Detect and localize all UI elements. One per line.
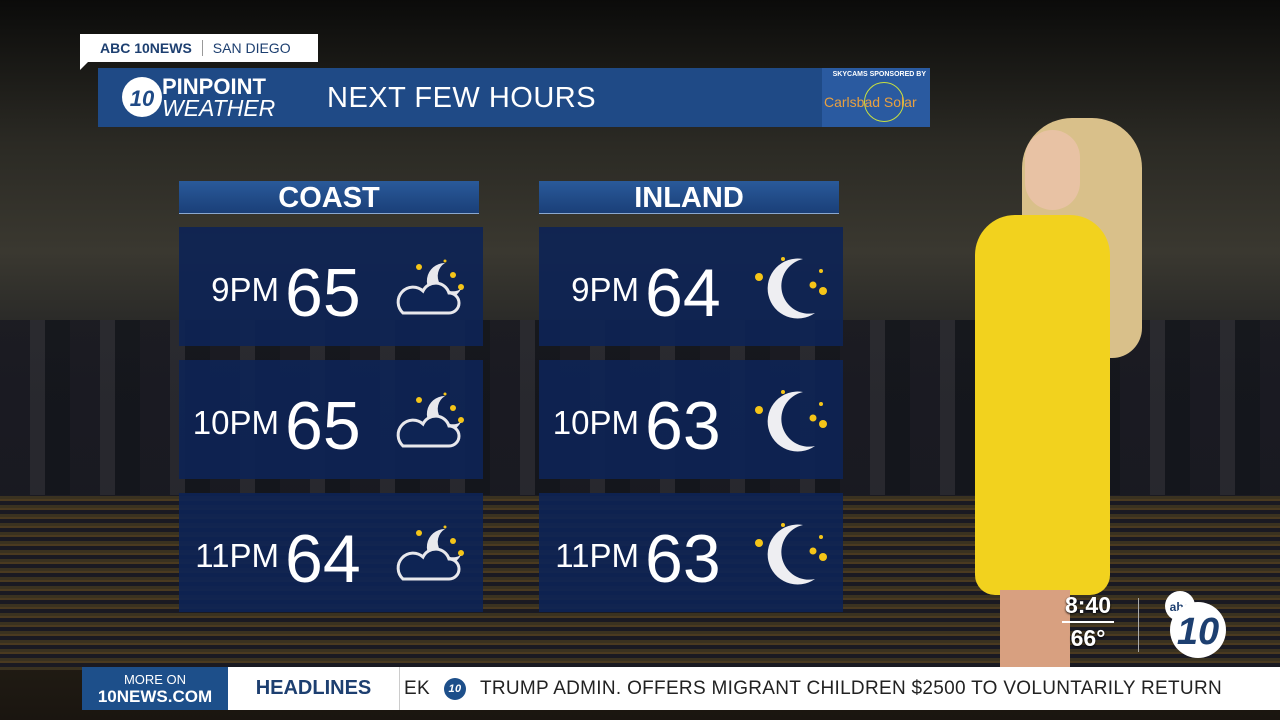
inland-header: INLAND xyxy=(539,181,839,214)
current-temp: 66° xyxy=(1070,625,1106,651)
partly-cloudy-night-icon xyxy=(393,521,473,591)
logo-badge: 10 xyxy=(122,77,162,117)
forecast-temp: 63 xyxy=(645,388,721,464)
inland-forecast-row: 9PM 64 xyxy=(539,227,843,346)
clear-night-moon-icon xyxy=(753,255,833,325)
more-on-label: MORE ON xyxy=(123,672,187,687)
presenter-legs xyxy=(1000,590,1070,670)
coast-forecast-row: 9PM 65 xyxy=(179,227,483,346)
ticker-text: EK 10 TRUMP ADMIN. OFFERS MIGRANT CHILDR… xyxy=(400,677,1222,700)
divider xyxy=(1062,621,1114,623)
previous-headline-tail: EK xyxy=(404,677,430,699)
current-time: 8:40 xyxy=(1064,592,1112,618)
abc10-logo: abc 10 xyxy=(1165,591,1226,658)
partly-cloudy-night-icon xyxy=(393,255,473,325)
forecast-temp: 63 xyxy=(645,521,721,597)
abc10-logo-icon: 10 xyxy=(443,677,466,700)
forecast-temp: 65 xyxy=(285,388,361,464)
headline: TRUMP ADMIN. OFFERS MIGRANT CHILDREN $25… xyxy=(479,677,1222,699)
inland-forecast-row: 11PM 63 xyxy=(539,493,843,612)
clear-night-moon-icon xyxy=(753,388,833,458)
time-temp-bug: 8:40 66° xyxy=(1058,592,1118,652)
forecast-temp: 65 xyxy=(285,255,361,331)
headlines-label: HEADLINES xyxy=(228,667,400,710)
clear-night-moon-icon xyxy=(753,521,833,591)
pinpoint-weather-logo: 10 PINPOINT WEATHER xyxy=(122,75,292,121)
forecast-time: 9PM xyxy=(211,271,279,308)
news-ticker: MORE ON 10NEWS.COM HEADLINES EK 10 TRUMP… xyxy=(82,667,1280,710)
site-label: 10NEWS.COM xyxy=(97,687,213,706)
header-bar: 10 PINPOINT WEATHER NEXT FEW HOURS SKYCA… xyxy=(98,68,930,127)
forecast-time: 10PM xyxy=(552,404,639,441)
presenter-face xyxy=(1025,130,1080,210)
divider xyxy=(201,40,203,56)
inland-forecast-row: 10PM 63 xyxy=(539,360,843,479)
forecast-time: 11PM xyxy=(555,537,639,574)
svg-text:10: 10 xyxy=(1177,611,1219,653)
sponsor-label: SKYCAMS SPONSORED BY xyxy=(832,71,926,78)
presenter xyxy=(975,215,1110,595)
sponsor-name: Carlsbad Solar xyxy=(824,94,917,110)
forecast-temp: 64 xyxy=(285,521,361,597)
city-name: SAN DIEGO xyxy=(212,40,291,56)
station-tag: ABC 10NEWS SAN DIEGO xyxy=(80,34,318,70)
forecast-time: 9PM xyxy=(571,271,639,308)
forecast-time: 11PM xyxy=(195,537,279,574)
station-name: ABC 10NEWS xyxy=(100,40,192,56)
coast-forecast-row: 10PM 65 xyxy=(179,360,483,479)
page-title: NEXT FEW HOURS xyxy=(327,82,597,114)
coast-forecast-row: 11PM 64 xyxy=(179,493,483,612)
coast-header: COAST xyxy=(179,181,479,214)
logo-top: PINPOINT xyxy=(162,74,266,99)
forecast-temp: 64 xyxy=(645,255,721,331)
sponsor-box: SKYCAMS SPONSORED BY Carlsbad Solar xyxy=(822,68,930,127)
logo-bottom: WEATHER xyxy=(162,95,276,121)
partly-cloudy-night-icon xyxy=(393,388,473,458)
more-on-link[interactable]: MORE ON 10NEWS.COM xyxy=(82,667,228,710)
forecast-time: 10PM xyxy=(192,404,279,441)
divider xyxy=(1138,598,1139,652)
sponsor-logo-ring xyxy=(864,82,904,122)
